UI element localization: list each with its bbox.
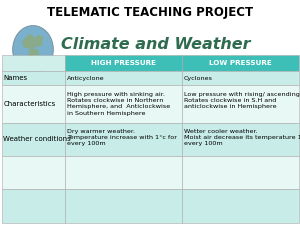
Text: HIGH PRESSURE: HIGH PRESSURE <box>91 60 156 66</box>
Text: Low pressure with rising/ ascending air.
Rotates clockwise in S.H and
anticlockw: Low pressure with rising/ ascending air.… <box>184 92 300 110</box>
Circle shape <box>13 26 53 73</box>
Text: Weather conditions: Weather conditions <box>3 136 71 142</box>
Polygon shape <box>35 36 42 47</box>
Text: TELEMATIC TEACHING PROJECT: TELEMATIC TEACHING PROJECT <box>47 6 253 19</box>
Text: Wetter cooler weather.
Moist air decrease its temperature 1°c for
every 100m: Wetter cooler weather. Moist air decreas… <box>184 129 300 146</box>
Text: Dry warmer weather.
Temperature increase with 1°c for
every 100m: Dry warmer weather. Temperature increase… <box>67 129 177 146</box>
Text: Cyclones: Cyclones <box>184 76 213 81</box>
Text: High pressure with sinking air.
Rotates clockwise in Northern
Hemisphere, and  A: High pressure with sinking air. Rotates … <box>67 92 170 116</box>
Polygon shape <box>28 49 38 63</box>
Text: LOW PRESSURE: LOW PRESSURE <box>209 60 272 66</box>
Text: Characteristics: Characteristics <box>3 101 55 107</box>
Polygon shape <box>22 35 35 49</box>
Text: Names: Names <box>3 75 27 81</box>
Text: Anticyclone: Anticyclone <box>67 76 105 81</box>
Text: Climate and Weather: Climate and Weather <box>61 37 251 52</box>
